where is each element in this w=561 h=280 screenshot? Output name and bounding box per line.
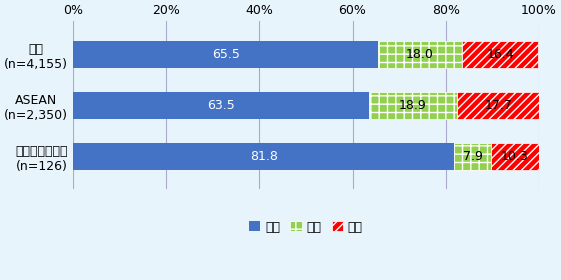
- Text: 18.9: 18.9: [399, 99, 427, 112]
- Bar: [491, 143, 539, 170]
- Text: 16.4: 16.4: [486, 48, 514, 61]
- Bar: [369, 92, 457, 119]
- Bar: [73, 92, 369, 119]
- Text: 17.7: 17.7: [484, 99, 512, 112]
- Text: 7.9: 7.9: [463, 150, 482, 163]
- Text: 10.3: 10.3: [501, 150, 529, 163]
- Bar: [378, 41, 462, 68]
- Bar: [462, 41, 539, 68]
- Text: 65.5: 65.5: [211, 48, 240, 61]
- Bar: [457, 92, 539, 119]
- Text: 18.0: 18.0: [406, 48, 434, 61]
- Bar: [73, 41, 378, 68]
- Bar: [454, 143, 491, 170]
- Text: 63.5: 63.5: [207, 99, 235, 112]
- Text: 81.8: 81.8: [250, 150, 278, 163]
- Bar: [73, 143, 454, 170]
- Legend: 黒字, 均衡, 赤字: 黒字, 均衡, 赤字: [249, 221, 363, 234]
